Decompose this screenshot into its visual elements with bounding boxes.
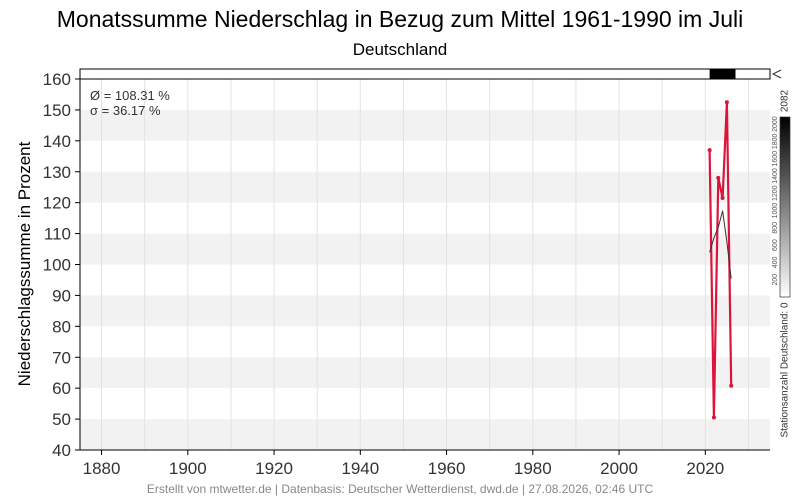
station-max-label: 2082 xyxy=(779,89,791,113)
y-tick-label: 40 xyxy=(52,441,71,460)
x-tick-label: 1960 xyxy=(428,459,466,478)
grid-band xyxy=(80,419,770,450)
y-tick-label: 100 xyxy=(43,256,71,275)
precip-series-point xyxy=(711,415,716,420)
y-tick-label: 150 xyxy=(43,101,71,120)
station-scale-tick-label: 800 xyxy=(772,222,779,234)
station-gradient-scale xyxy=(779,116,791,298)
x-tick-label: 1920 xyxy=(255,459,293,478)
station-scale-tick-label: 200 xyxy=(772,274,779,286)
footer-credit: Erstellt von mtwetter.de | Datenbasis: D… xyxy=(146,482,654,496)
grid-band xyxy=(80,357,770,389)
station-arrow-icon xyxy=(771,69,782,79)
station-scale-tick-label: 400 xyxy=(772,256,779,268)
running-mean-series-line xyxy=(709,210,732,279)
sigma-stat: σ = 36.17 % xyxy=(90,103,161,118)
station-count-label: Stationsanzahl Deutschland: 0 xyxy=(779,302,791,438)
precip-series-point xyxy=(720,196,725,201)
y-tick-label: 130 xyxy=(43,163,71,182)
y-tick-label: 90 xyxy=(52,286,71,305)
station-scale-tick-label: 1200 xyxy=(772,185,779,201)
stats-box: Ø = 108.31 % σ = 36.17 % xyxy=(90,88,170,118)
station-strip-bar xyxy=(709,69,736,79)
y-tick-label: 110 xyxy=(44,225,71,244)
y-tick-label: 60 xyxy=(52,379,71,398)
x-tick-label: 2020 xyxy=(686,459,724,478)
grid-band xyxy=(80,109,770,141)
x-tick-label: 1980 xyxy=(514,459,552,478)
station-scale-tick-label: 1800 xyxy=(772,133,779,149)
x-tick-label: 2000 xyxy=(600,459,638,478)
mean-stat: Ø = 108.31 % xyxy=(90,88,170,103)
y-tick-label: 120 xyxy=(43,194,71,213)
station-strip xyxy=(79,68,771,80)
precip-series-point xyxy=(707,148,712,153)
x-tick-label: 1940 xyxy=(341,459,379,478)
x-tick-label: 1880 xyxy=(83,459,121,478)
precip-series-point xyxy=(729,383,734,388)
x-tick-label: 1900 xyxy=(169,459,207,478)
y-tick-label: 80 xyxy=(52,317,71,336)
station-scale-tick-label: 1400 xyxy=(772,168,779,184)
chart-title: Monatssumme Niederschlag in Bezug zum Mi… xyxy=(56,6,744,32)
grid-band xyxy=(80,295,770,327)
station-scale-tick-label: 1000 xyxy=(772,203,779,219)
precip-series-line xyxy=(708,101,733,419)
y-tick-label: 50 xyxy=(52,410,71,429)
station-scale-tick-label: 2000 xyxy=(772,116,779,132)
station-scale-tick-label: 1600 xyxy=(772,151,779,167)
y-tick-label: 160 xyxy=(43,70,71,89)
station-scale-tick-label: 600 xyxy=(772,239,779,251)
y-tick-label: 140 xyxy=(43,132,71,151)
chart-subtitle: Deutschland xyxy=(352,40,448,59)
grid-band xyxy=(80,171,770,203)
y-axis-label: Niederschlagssumme in Prozent xyxy=(15,141,34,387)
precip-series-point xyxy=(716,175,721,180)
y-tick-label: 70 xyxy=(52,348,71,367)
precip-series-point xyxy=(724,100,729,105)
grid-band xyxy=(80,233,770,265)
